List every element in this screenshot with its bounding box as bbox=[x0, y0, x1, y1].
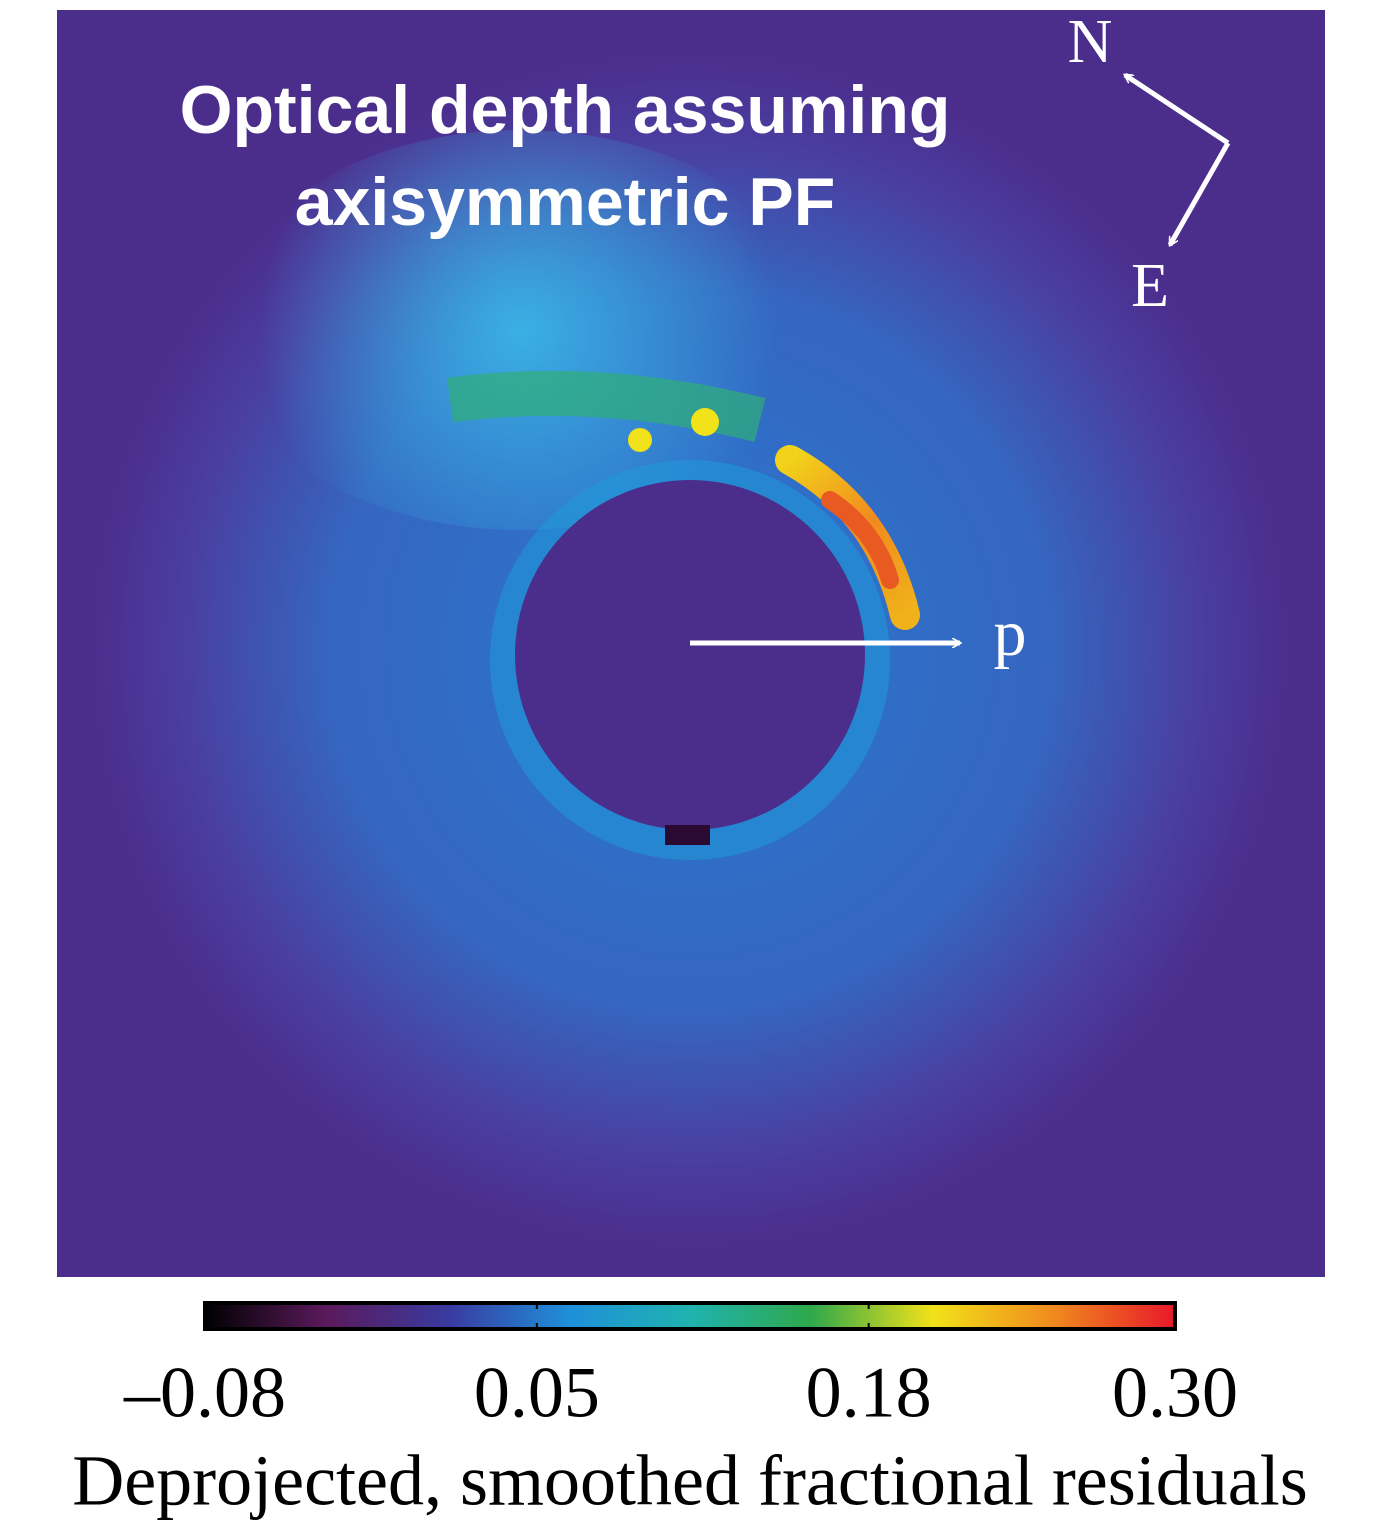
colorbar-tick-label: –0.08 bbox=[123, 1353, 286, 1433]
north-label: N bbox=[1068, 8, 1113, 76]
colorbar-tick-label: 0.05 bbox=[474, 1353, 600, 1433]
colorbar-label: Deprojected, smoothed fractional residua… bbox=[72, 1441, 1308, 1521]
colorbar-tick-label: 0.30 bbox=[1112, 1353, 1238, 1433]
title-line: axisymmetric PF bbox=[295, 164, 836, 240]
title-line: Optical depth assuming bbox=[180, 72, 951, 148]
compass bbox=[1125, 72, 1231, 245]
colorbar bbox=[203, 1301, 1177, 1331]
east-arrow bbox=[1167, 141, 1231, 245]
residual-image bbox=[57, 10, 1325, 1277]
colorbar-tick-label: 0.18 bbox=[806, 1353, 932, 1433]
planet-label: p bbox=[994, 597, 1027, 670]
east-label: E bbox=[1131, 252, 1169, 320]
north-arrow bbox=[1125, 72, 1230, 146]
